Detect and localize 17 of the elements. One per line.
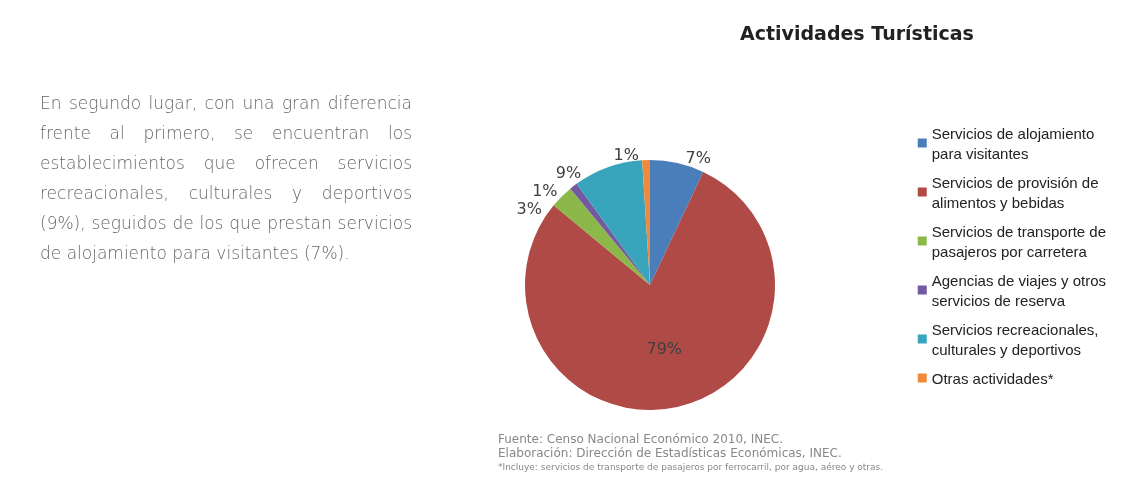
- data-label: 1%: [613, 144, 639, 164]
- data-label: 1%: [532, 180, 558, 200]
- data-label: 79%: [646, 339, 683, 359]
- data-label: 3%: [516, 198, 542, 218]
- legend-label: Servicios de transporte de pasajeros por carretera: [931, 222, 1107, 260]
- text: *Incluye: servicios de transporte de pasajeros por ferrocarril, por agua, aéreo y otras.: [498, 461, 884, 474]
- chart-title: Actividades Turísticas: [740, 21, 974, 44]
- data-label: 9%: [555, 162, 582, 182]
- legend-label: Servicios recreacionales, culturales y deportivos: [931, 320, 1099, 358]
- legend-label: Agencias de viajes y otros servicios de reserva: [931, 271, 1107, 309]
- text: Elaboración: Dirección de Estadísticas Económicas, INEC.: [498, 446, 843, 460]
- legend-label: Servicios de provisión de alimentos y bebidas: [931, 173, 1099, 211]
- text: En segundo lugar, con una gran diferencia frente al primero, se encuentran los establecimientos que ofrecen servicios recreacionales, culturales y deportivos (9%), seguidos de los que prestan servicios de alojamiento para visitantes (7%).: [40, 92, 412, 265]
- data-label: 7%: [685, 147, 711, 167]
- source-note: Fuente: Censo Nacional Económico 2010, INEC.: [498, 432, 784, 446]
- legend-label: Otras actividades*: [931, 369, 1054, 387]
- legend-label: Servicios de alojamiento para visitantes: [931, 124, 1095, 162]
